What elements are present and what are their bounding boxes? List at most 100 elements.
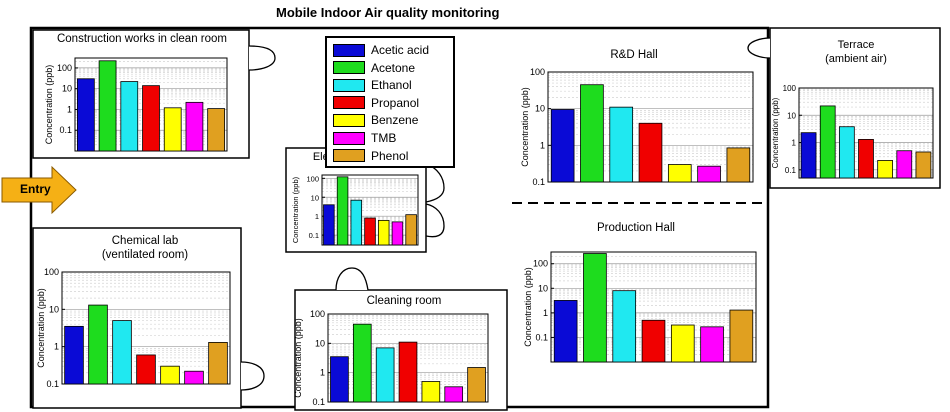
bar-ethanol [612,290,637,363]
bar-ethanol [120,81,139,152]
bar-benzene [160,365,180,385]
bar-acetone [352,323,372,403]
bar-benzene [421,381,441,403]
y-tick-label: 1 [543,308,548,318]
bar-tmb [391,221,404,246]
entry-arrow-icon [1,165,77,215]
bar-benzene [667,164,692,183]
legend-label: Propanol [371,95,420,110]
entry-label: Entry [20,182,51,196]
page-title: Mobile Indoor Air quality monitoring [276,5,500,20]
y-tick-label: 0.1 [532,177,545,187]
bar-ethanol [609,106,634,183]
y-tick-label: 10 [535,104,545,114]
y-axis-label: Concentration (ppb) [44,65,54,145]
legend-swatch [333,61,365,75]
chart-terrace: Terrace (ambient air) 100 10 1 0.1 Concentrati… [771,39,934,179]
y-tick-label: 10 [62,84,72,94]
y-tick-label: 100 [783,84,797,93]
bar-phenol [405,214,417,246]
legend: Acetic acid Acetone Ethanol Propanol Benzene… [325,36,455,168]
y-tick-label: 1 [67,104,72,114]
y-axis-label: Concentration (ppb) [293,318,303,398]
bar-acetone [336,176,349,246]
chart-subtitle: (ambient air) [825,53,887,65]
legend-item: Ethanol [333,77,412,93]
bar-acetic-acid [323,204,335,246]
charts-layer: Construction works in clean room 100 10 1 0.… [36,33,934,407]
y-tick-label: 1 [540,140,545,150]
legend-swatch [333,96,365,110]
bar-acetic-acid [550,109,575,183]
y-tick-label: 10 [315,338,325,348]
bar-acetone [98,60,117,152]
chart-chemical: Chemical lab (ventilated room) 100 10 1 0.1 Co… [36,235,231,389]
y-axis-label: Concentration (ppb) [291,176,300,243]
speech-tail-construction [248,45,276,71]
bar-tmb [697,165,721,183]
legend-label: Acetic acid [371,43,430,57]
chart-cleaning: Cleaning room 100 10 1 0.1 Concentration (ppb… [293,295,489,407]
y-tick-label: 100 [306,174,319,183]
y-axis-label: Concentration (ppb) [520,87,530,167]
y-tick-label: 100 [57,63,72,73]
room-frame-terrace [769,27,941,189]
bar-propanol [398,341,418,403]
legend-item: Acetone [333,60,415,76]
bar-ethanol [375,347,395,403]
legend-item: Propanol [333,95,419,111]
bar-phenol [726,147,751,183]
bar-propanol [638,122,663,183]
y-tick-label: 0.1 [46,379,59,389]
legend-item: Acetic acid [333,42,429,58]
speech-tail-chemical [240,361,265,391]
chart-subtitle: (ventilated room) [102,249,188,261]
y-tick-label: 1 [792,139,797,148]
bar-acetic-acid [330,356,349,403]
bar-propanol [142,85,160,152]
legend-label: Phenol [371,148,409,163]
speech-tail-cleaning [335,267,369,291]
legend-swatch [333,113,365,127]
bar-tmb [896,150,913,179]
chart-construction: Construction works in clean room 100 10 1 0.… [44,33,228,152]
chart-title: Cleaning room [367,295,442,307]
legend-swatch [333,78,365,92]
bar-acetone [88,304,108,385]
y-tick-label: 0.1 [59,125,72,135]
y-tick-label: 100 [44,267,59,277]
bar-benzene [377,219,390,246]
y-tick-label: 0.1 [785,166,797,175]
bar-ethanol [350,199,363,246]
y-tick-label: 0.1 [309,231,319,240]
chart-title: Construction works in clean room [57,33,227,45]
y-tick-label: 1 [315,212,319,221]
y-tick-label: 1 [320,368,325,378]
y-tick-label: 100 [310,309,325,319]
bar-acetic-acid [553,300,578,363]
y-tick-label: 10 [538,283,548,293]
y-tick-label: 10 [49,304,59,314]
legend-swatch [333,131,365,145]
bar-tmb [185,101,204,152]
y-tick-label: 0.1 [312,397,325,407]
y-axis-label: Concentration (ppb) [36,288,46,368]
bar-benzene [163,107,182,152]
bar-tmb [184,370,204,385]
chart-title: Production Hall [597,222,675,234]
legend-item: TMB [333,130,396,146]
bar-acetone [819,105,836,179]
legend-label: Benzene [371,113,419,128]
y-tick-label: 0.1 [535,332,548,342]
bar-propanol [136,354,156,385]
y-tick-label: 100 [533,259,548,269]
bar-phenol [467,367,486,403]
chart-title: Chemical lab [112,235,178,247]
bar-benzene [877,160,894,179]
bar-tmb [700,326,724,363]
bar-ethanol [112,320,132,385]
bar-acetone [583,253,607,363]
y-tick-label: 100 [530,67,545,77]
